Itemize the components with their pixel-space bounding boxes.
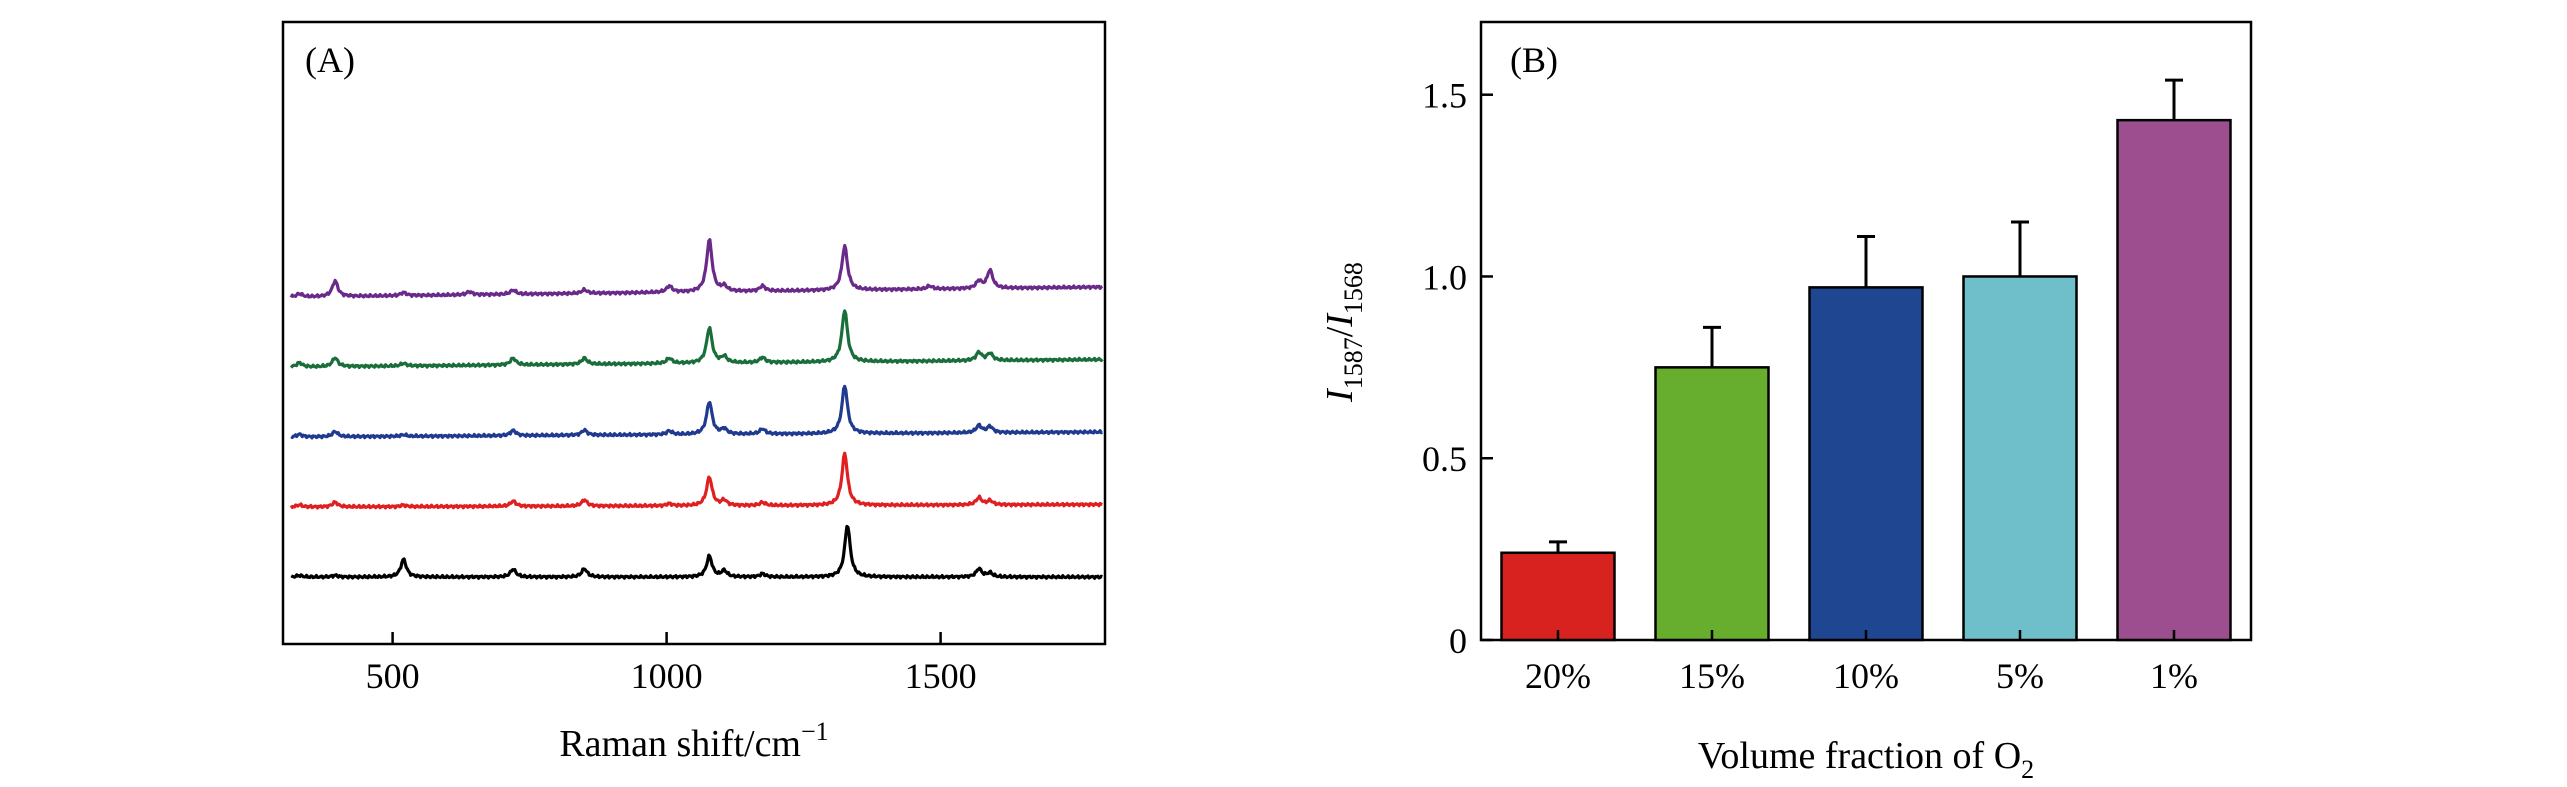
- panel-b-label: (B): [1510, 40, 1558, 80]
- spectrum-line-1pct: [289, 238, 1104, 299]
- panel-a-x-tick-label: 1000: [631, 656, 703, 696]
- y-title-sub2: 1568: [1339, 262, 1368, 314]
- panel-a-x-axis-title: Raman shift/cm−1: [559, 717, 828, 765]
- panel-b-x-tick-label: 1%: [2150, 656, 2198, 696]
- y-title-i1: I: [1319, 387, 1361, 403]
- spectrum-line-10pct: [290, 384, 1103, 440]
- bar-20pct: [1500, 551, 1616, 642]
- panel-b-x-axis-title-sub: 2: [2021, 755, 2034, 784]
- panel-b-x-axis-title: Volume fraction of O2: [1698, 735, 2034, 784]
- panel-a-x-axis-title-main: Raman shift/cm: [559, 723, 801, 765]
- spectrum-line-5pct: [289, 309, 1104, 370]
- panel-b-bar-chart: (B) 00.51.01.5 20% 15% 10% 5% 1% I1587/I1568…: [1319, 20, 2253, 784]
- bar-15pct: [1654, 366, 1770, 642]
- panel-b-y-ticks: 0 0.5 1.0 1.5: [1422, 76, 1493, 661]
- panel-b-x-tick-label: 20%: [1525, 656, 1591, 696]
- panel-a-raman-spectra: (A) 500 1000 1500 Raman shift/cm−1: [281, 20, 1107, 765]
- panel-a-x-axis-title-sup: −1: [801, 717, 829, 746]
- bar-5pct: [1962, 275, 2078, 642]
- panel-b-x-tick-label: 15%: [1679, 656, 1745, 696]
- panel-a-x-tick-label: 1500: [905, 656, 977, 696]
- panel-b-y-tick-label: 0: [1449, 621, 1467, 661]
- panel-a-x-ticks: 500 1000 1500: [366, 632, 977, 696]
- panel-b-x-tick-label: 10%: [1833, 656, 1899, 696]
- panel-b-x-tick-label: 5%: [1996, 656, 2044, 696]
- panel-b-y-tick-label: 0.5: [1422, 439, 1467, 479]
- bar-10pct: [1808, 286, 1924, 642]
- panel-b-x-tick-labels: 20% 15% 10% 5% 1%: [1525, 630, 2198, 696]
- panel-a-series: [289, 238, 1104, 580]
- y-title-slash: /: [1319, 326, 1361, 337]
- y-title-i2: I: [1319, 312, 1361, 328]
- bar-1pct: [2116, 118, 2232, 642]
- spectrum-line-15pct: [289, 451, 1103, 510]
- panel-a-label: (A): [305, 40, 355, 80]
- panel-b-x-axis-title-main: Volume fraction of O: [1698, 735, 2021, 777]
- panel-b-y-axis-title: I1587/I1568: [1319, 262, 1368, 403]
- panel-b-y-tick-label: 1.5: [1422, 76, 1467, 116]
- panel-b-y-tick-label: 1.0: [1422, 257, 1467, 297]
- y-title-sub1: 1587: [1339, 337, 1368, 389]
- panel-a-frame: [281, 20, 1107, 646]
- spectrum-line-20pct: [290, 524, 1103, 580]
- panel-a-x-tick-label: 500: [366, 656, 420, 696]
